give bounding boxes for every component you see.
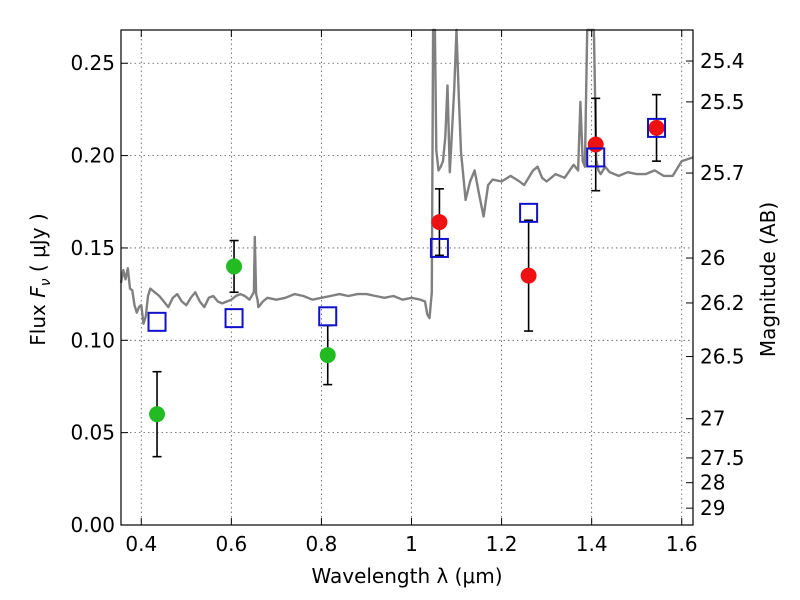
y-axis-ticks: 0.00 0.05 0.10 0.15 0.20 0.25: [70, 51, 128, 537]
magnitude-tick-label: 25.4: [700, 49, 745, 73]
model-photometry-square: [429, 237, 449, 258]
y-tick-label: 0.05: [70, 421, 115, 445]
x-tick-label: 0.8: [306, 532, 338, 556]
x-axis-label: Wavelength λ (μm): [311, 564, 502, 588]
observed-red-point: [587, 136, 604, 153]
x-tick-label: 0.6: [215, 532, 247, 556]
model-photometry-square: [224, 308, 244, 329]
magnitude-tick-label: 25.5: [700, 90, 745, 114]
magnitude-tick-label: 26: [700, 246, 725, 270]
y-axis-label-subscript: ν: [38, 278, 54, 286]
plot-frame: [120, 29, 694, 526]
model-spectrum-line: [119, 28, 694, 325]
observed-green-point: [226, 258, 243, 275]
y-tick-label: 0.10: [70, 328, 115, 352]
observed-green-point: [319, 347, 336, 364]
magnitude-tick-label: 28: [700, 471, 725, 495]
y-axis-label-symbol: F: [26, 286, 50, 298]
model-photometry-square: [519, 202, 539, 223]
x-tick-label: 1.4: [576, 532, 608, 556]
y-tick-label: 0.15: [70, 236, 115, 260]
magnitude-axis-label: Magnitude (AB): [756, 202, 780, 357]
observed-red-point: [520, 267, 537, 284]
magnitude-tick-label: 27: [700, 407, 725, 431]
x-tick-label: 1.2: [486, 532, 518, 556]
model-spectrum: [119, 28, 694, 325]
y-tick-label: 0.20: [70, 144, 115, 168]
grid: [121, 30, 693, 526]
model-photometry-square: [647, 117, 667, 138]
x-tick-label: 0.4: [125, 532, 157, 556]
data-markers: [147, 117, 667, 423]
model-photometry-square: [586, 147, 606, 168]
y-axis-label-suffix: ( μJy ): [26, 213, 50, 278]
observed-green-point: [149, 406, 166, 423]
magnitude-tick-label: 26.2: [700, 291, 745, 315]
y-tick-label: 0.00: [70, 513, 115, 537]
magnitude-tick-label: 26.5: [700, 345, 745, 369]
y-axis-label-prefix: Flux: [26, 298, 50, 346]
x-axis-ticks: 0.4 0.6 0.8 1 1.2 1.4 1.6: [125, 30, 698, 556]
y-tick-label: 0.25: [70, 51, 115, 75]
observed-red-point: [431, 214, 448, 231]
x-tick-label: 1.6: [666, 532, 698, 556]
observed-red-point: [648, 119, 665, 136]
x-tick-label: 1: [405, 532, 418, 556]
magnitude-tick-label: 29: [700, 496, 725, 520]
model-photometry-square: [318, 306, 338, 327]
magnitude-tick-label: 25.7: [700, 161, 745, 185]
magnitude-tick-label: 27.5: [700, 446, 745, 470]
y-axis-label: Flux Fν ( μJy ): [26, 213, 54, 345]
model-photometry-square: [147, 311, 167, 332]
